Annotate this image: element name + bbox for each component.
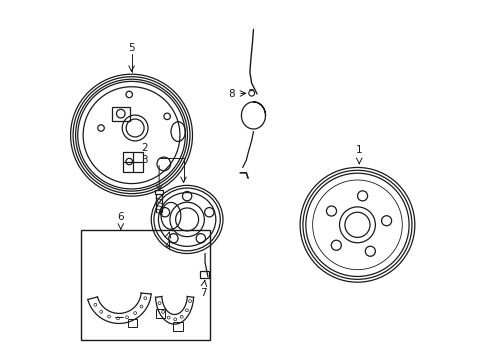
Text: 2: 2	[141, 143, 147, 153]
Text: 5: 5	[128, 43, 135, 53]
Bar	[200, 271, 209, 278]
Bar	[155, 309, 164, 318]
Bar	[112, 107, 129, 121]
Bar	[81, 230, 210, 339]
Bar	[123, 152, 143, 172]
Bar	[173, 322, 183, 331]
Text: 4: 4	[164, 241, 170, 251]
Text: 3: 3	[141, 155, 147, 165]
Text: 8: 8	[228, 89, 234, 99]
Bar	[155, 190, 163, 194]
Text: 1: 1	[355, 145, 362, 155]
Text: 7: 7	[200, 288, 206, 298]
Bar	[128, 319, 137, 327]
Text: 6: 6	[117, 212, 124, 222]
